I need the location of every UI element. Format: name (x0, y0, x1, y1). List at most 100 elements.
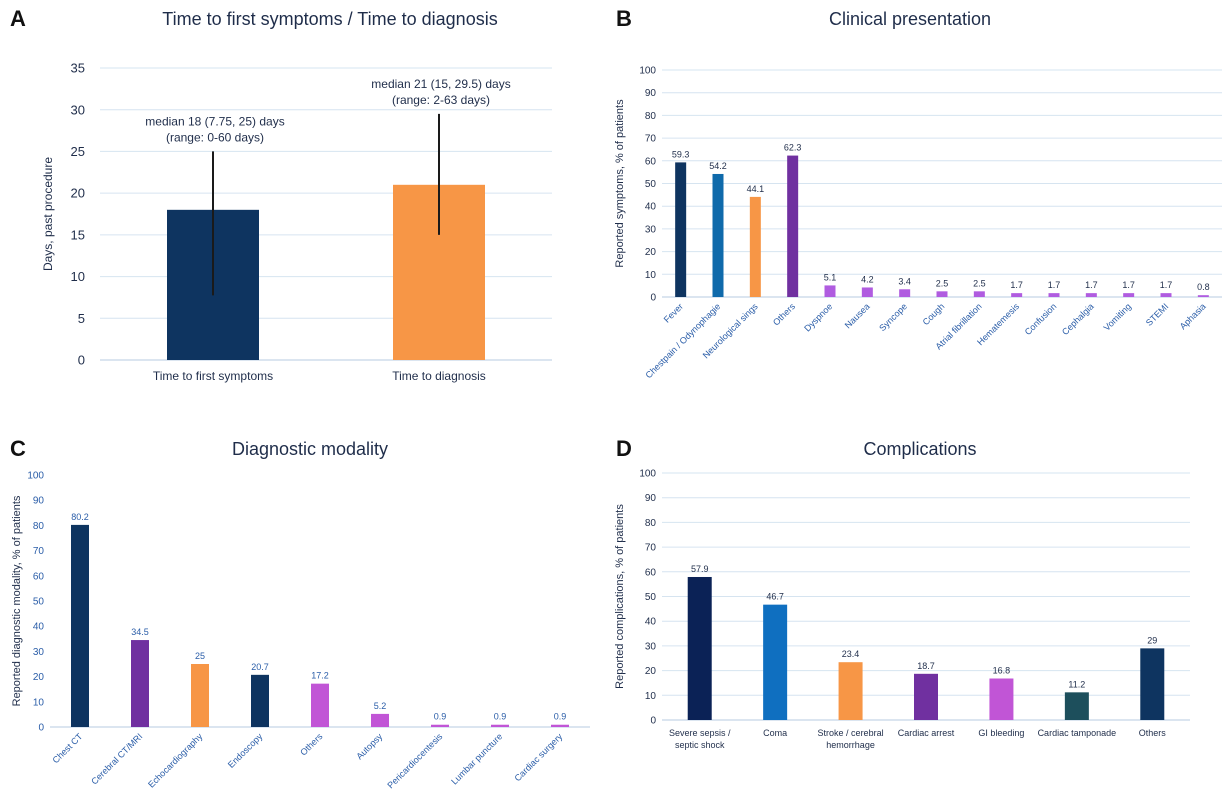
panel-b-bar (1123, 293, 1135, 297)
panel-d-data-label: 23.4 (842, 649, 860, 659)
panel-b-category-label: Confusion (1023, 301, 1059, 337)
panel-c-ytick-label: 80 (33, 521, 45, 532)
panel-b-category-label: Syncope (877, 301, 909, 333)
panel-b-data-label: 1.7 (1160, 280, 1173, 290)
panel-d-category-label: Stroke / cerebral (818, 728, 884, 738)
panel-b-data-label: 1.7 (1085, 280, 1098, 290)
panel-a-category-label: Time to diagnosis (392, 369, 486, 383)
panel-b-data-label: 62.3 (784, 143, 802, 153)
panel-b-ytick-label: 90 (645, 88, 657, 99)
panel-d-bar (838, 662, 863, 720)
panel-c-category-label: Echocardiography (146, 731, 205, 790)
panel-a-ytick-label: 5 (78, 311, 85, 326)
panel-a-annotation: (range: 2-63 days) (392, 93, 490, 107)
panel-d-ytick-label: 90 (645, 493, 657, 504)
panel-c-ytick-label: 20 (33, 672, 45, 683)
panel-b-category-label: Nausea (843, 301, 872, 330)
panel-a-ytick-label: 0 (78, 353, 85, 368)
panel-a-ytick-label: 10 (71, 269, 85, 284)
panel-c-bar (311, 683, 329, 727)
panel-c-data-label: 34.5 (131, 627, 149, 637)
panel-c-ytick-label: 90 (33, 496, 45, 507)
panel-b-bar (1085, 293, 1097, 297)
panel-c-category-label: Endoscopy (226, 731, 265, 770)
panel-b-ytick-label: 80 (645, 111, 657, 122)
panel-d-chart: 0 10 20 30 40 50 60 70 80 90 100 Reported complicat… (614, 469, 1190, 750)
panel-d-category-label: Others (1139, 728, 1167, 738)
panel-d-ytick-label: 20 (645, 666, 657, 677)
panel-c-ytick-label: 70 (33, 546, 45, 557)
panel-b-ytick-label: 20 (645, 247, 657, 258)
panel-b-category-label: Chestpain / Odynophagie (644, 301, 723, 380)
panel-b-data-label: 54.2 (709, 161, 727, 171)
panel-b-bar (824, 285, 836, 297)
panel-d: D Complications 0 10 20 30 40 50 60 70 80 90 100 Re… (610, 430, 1227, 793)
panel-b-bar (936, 291, 948, 297)
panel-b: B Clinical presentation 0 10 20 30 40 50 60 70 8… (610, 0, 1227, 395)
panel-d-category-label: Cardiac tamponade (1038, 728, 1117, 738)
panel-c-data-label: 17.2 (311, 671, 329, 681)
panel-b-category-label: Others (771, 301, 798, 328)
panel-d-ytick-label: 60 (645, 567, 657, 578)
panel-d-category-label: Severe sepsis / (669, 728, 731, 738)
panel-a-ytick-label: 25 (71, 144, 85, 159)
panel-b-ytick-label: 70 (645, 134, 657, 145)
panel-b-bar (675, 162, 687, 297)
panel-c-bar (251, 674, 269, 727)
panel-d-data-label: 11.2 (1068, 679, 1085, 689)
panel-b-bar (1160, 293, 1172, 297)
panel-b-bar (1048, 293, 1060, 297)
panel-d-ytick-label: 0 (650, 716, 656, 727)
panel-b-category-label: Cephalgia (1060, 301, 1096, 337)
panel-d-bar (914, 673, 938, 720)
panel-b-ytick-label: 30 (645, 224, 657, 235)
panel-d-ytick-label: 80 (645, 518, 657, 529)
panel-letter-d: D (616, 436, 632, 461)
panel-c-chart: 0 10 20 30 40 50 60 70 80 90 100 Reported diagnosti… (11, 471, 590, 790)
panel-c-data-label: 20.7 (251, 662, 269, 672)
panel-letter-b: B (616, 6, 632, 31)
panel-c-category-label: Chest CT (50, 731, 84, 765)
panel-d-bar (1140, 648, 1165, 720)
panel-b-data-label: 2.5 (936, 278, 949, 288)
panel-b-data-label: 3.4 (898, 276, 911, 286)
panel-d-y-axis-label: Reported complications, % of patients (614, 504, 626, 689)
panel-b-category-label: Cough (921, 301, 947, 327)
panel-d-ytick-label: 40 (645, 617, 657, 628)
panel-c-bar (551, 724, 569, 727)
panel-b-ytick-label: 50 (645, 179, 657, 190)
panel-d-data-label: 18.7 (917, 661, 935, 671)
panel-d-bar (763, 604, 788, 720)
panel-b-y-axis-label: Reported symptoms, % of patients (614, 99, 626, 268)
panel-a-ytick-label: 35 (71, 61, 85, 76)
panel-c-bar (431, 724, 449, 727)
panel-a-annotation: median 21 (15, 29.5) days (371, 77, 510, 91)
panel-b-bar (787, 155, 799, 297)
panel-c-bar (371, 713, 389, 727)
panel-c-bar (191, 664, 209, 727)
panel-c-ytick-label: 50 (33, 597, 45, 608)
panel-c-bar (71, 524, 89, 727)
panel-d-data-label: 57.9 (691, 564, 709, 574)
panel-c-data-label: 80.2 (71, 512, 89, 522)
panel-c-ytick-label: 100 (27, 471, 44, 482)
panel-c: C Diagnostic modality 0 10 20 30 40 50 60 70 80 9… (0, 430, 605, 793)
panel-b-data-label: 1.7 (1048, 280, 1061, 290)
panel-a: A Time to first symptoms / Time to diagn… (0, 0, 600, 395)
panel-b-ytick-label: 0 (650, 293, 656, 304)
panel-c-ytick-label: 40 (33, 622, 45, 633)
panel-d-data-label: 29 (1147, 635, 1157, 645)
panel-a-annotation: median 18 (7.75, 25) days (145, 114, 284, 128)
panel-c-category-label: Cerebral CT/MRI (89, 731, 144, 786)
panel-b-data-label: 44.1 (747, 184, 765, 194)
panel-b-bar (749, 196, 761, 297)
panel-d-title: Complications (863, 439, 977, 459)
panel-b-category-label: STEMI (1144, 301, 1171, 328)
panel-letter-c: C (10, 436, 26, 461)
panel-c-title: Diagnostic modality (231, 439, 389, 459)
panel-d-ytick-label: 70 (645, 543, 657, 554)
panel-d-ytick-label: 30 (645, 641, 657, 652)
panel-c-bar (131, 640, 149, 727)
panel-d-bar (989, 678, 1014, 720)
panel-b-title: Clinical presentation (828, 9, 992, 29)
